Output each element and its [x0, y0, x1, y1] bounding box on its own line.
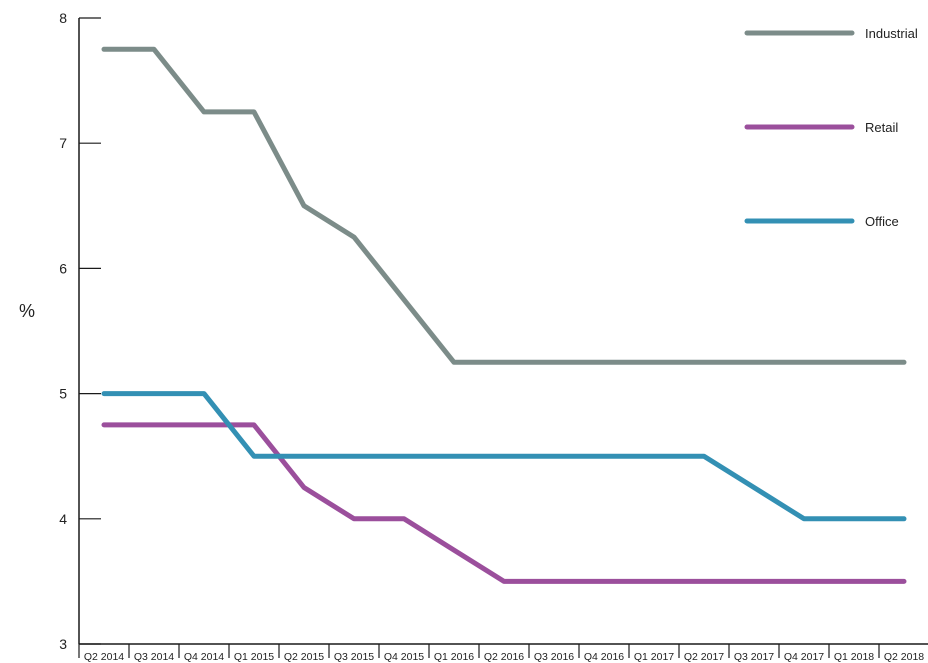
axes: 3 4 5 6 7 8% Q2 2014 Q3 2014 Q4 2014 Q1 2015 Q2 20… — [19, 10, 928, 663]
y-tick-label: 5 — [59, 386, 67, 402]
x-tick-label: Q3 2016 — [534, 651, 574, 663]
x-tick-label: Q2 2017 — [684, 651, 724, 663]
y-tick-label: 7 — [59, 135, 67, 151]
y-tick-label: 6 — [59, 260, 67, 276]
x-tick-label: Q1 2017 — [634, 651, 674, 663]
x-tick-label: Q1 2015 — [234, 651, 274, 663]
x-tick-label: Q2 2018 — [884, 651, 924, 663]
x-tick-label: Q2 2014 — [84, 651, 124, 663]
x-tick-label: Q4 2014 — [184, 651, 224, 663]
series-line-industrial — [101, 46, 907, 365]
x-tick-label: Q2 2016 — [484, 651, 524, 663]
x-tick-label: Q4 2015 — [384, 651, 424, 663]
y-axis-title: % — [19, 301, 35, 321]
series-layer — [101, 46, 907, 584]
x-tick-label: Q3 2014 — [134, 651, 174, 663]
y-tick-label: 8 — [59, 10, 67, 26]
x-tick-label: Q3 2015 — [334, 651, 374, 663]
x-tick-label: Q2 2015 — [284, 651, 324, 663]
y-tick-label: 4 — [59, 511, 67, 527]
y-tick-label: 3 — [59, 636, 67, 652]
x-tick-label: Q4 2017 — [784, 651, 824, 663]
x-tick-label: Q1 2018 — [834, 651, 874, 663]
x-tick-label: Q4 2016 — [584, 651, 624, 663]
legend: Industrial Retail Office — [744, 26, 918, 229]
x-tick-label: Q3 2017 — [734, 651, 774, 663]
legend-label-industrial: Industrial — [865, 26, 918, 41]
legend-label-office: Office — [865, 214, 899, 229]
x-tick-label: Q1 2016 — [434, 651, 474, 663]
series-line-office — [101, 391, 907, 522]
legend-label-retail: Retail — [865, 120, 898, 135]
series-line-retail — [101, 422, 907, 584]
